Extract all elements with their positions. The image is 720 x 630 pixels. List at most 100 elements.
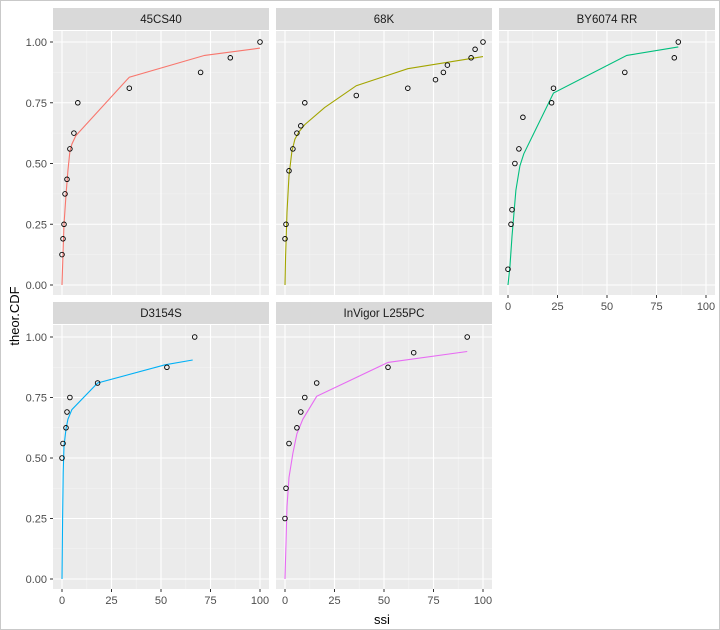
data-point bbox=[468, 55, 474, 61]
facet-panel: 68K bbox=[276, 8, 492, 295]
data-point bbox=[191, 334, 198, 340]
facet-panel: 45CS40 0.00 0.25 0.50 0.75 1.00 bbox=[26, 8, 269, 295]
facet-strip bbox=[53, 302, 269, 324]
cdf-fit-line bbox=[507, 46, 679, 286]
x-tick-label: 0 bbox=[59, 595, 65, 607]
facet-strip-label: D3154S bbox=[140, 308, 182, 320]
x-tick-label: 75 bbox=[650, 301, 662, 313]
x-tick-label: 50 bbox=[155, 595, 167, 607]
data-point bbox=[227, 55, 234, 61]
y-tick-label: 1.00 bbox=[26, 37, 47, 49]
facet-strip bbox=[53, 8, 269, 30]
data-point bbox=[294, 130, 300, 136]
y-tick-label: 1.00 bbox=[26, 332, 47, 344]
data-point bbox=[282, 515, 288, 522]
data-point bbox=[313, 380, 320, 386]
data-point bbox=[298, 409, 304, 415]
data-point bbox=[60, 236, 66, 242]
facet-strip bbox=[499, 8, 715, 30]
data-point bbox=[440, 69, 447, 76]
data-point bbox=[67, 146, 73, 152]
data-point bbox=[71, 130, 77, 136]
data-point bbox=[516, 146, 522, 152]
data-point bbox=[472, 46, 478, 53]
cdf-fit-line bbox=[284, 350, 468, 580]
data-point bbox=[60, 440, 66, 447]
data-point bbox=[405, 85, 411, 91]
data-point bbox=[622, 69, 628, 76]
data-point bbox=[509, 206, 515, 213]
x-tick-label: 25 bbox=[328, 595, 340, 607]
data-point bbox=[59, 455, 65, 461]
data-point bbox=[290, 146, 296, 152]
data-point bbox=[59, 251, 65, 258]
data-point bbox=[64, 176, 70, 183]
data-point bbox=[63, 425, 69, 431]
x-tick-label: 50 bbox=[378, 595, 390, 607]
data-point bbox=[550, 85, 557, 91]
facet-strip-label: 45CS40 bbox=[140, 14, 182, 26]
y-axis-title: theor.CDF bbox=[7, 286, 22, 345]
x-tick-label: 0 bbox=[505, 301, 511, 313]
data-point bbox=[75, 100, 81, 106]
data-point bbox=[548, 100, 555, 106]
x-tick-label: 75 bbox=[427, 595, 439, 607]
x-tick-label: 75 bbox=[204, 595, 216, 607]
y-tick-label: 0.75 bbox=[26, 393, 47, 405]
data-point bbox=[282, 236, 288, 242]
x-tick-label: 100 bbox=[697, 301, 715, 313]
data-point bbox=[94, 380, 101, 386]
cdf-fit-line bbox=[61, 359, 193, 580]
y-tick-label: 0.50 bbox=[26, 453, 47, 465]
data-point bbox=[444, 62, 451, 68]
y-tick-label: 0.75 bbox=[26, 98, 47, 110]
data-point bbox=[432, 76, 439, 83]
facet-strip bbox=[276, 8, 492, 30]
data-point bbox=[283, 221, 289, 228]
data-point bbox=[67, 394, 73, 401]
facet-strip-label: InVigor L255PC bbox=[344, 308, 425, 320]
facet-panel: BY6074 RR 0 25 50 75 100 bbox=[499, 8, 715, 313]
x-tick-label: 100 bbox=[251, 595, 269, 607]
data-point bbox=[294, 425, 300, 431]
data-point bbox=[302, 394, 308, 401]
facet-panel: D3154S 0.00 0.25 0.50 0.75 1.00 0 25 50 75 100 bbox=[26, 302, 269, 607]
data-point bbox=[671, 55, 678, 61]
data-point bbox=[385, 364, 391, 371]
data-point bbox=[464, 334, 470, 340]
data-point bbox=[520, 114, 526, 121]
data-point bbox=[61, 221, 67, 228]
data-point bbox=[302, 100, 308, 106]
x-tick-label: 25 bbox=[551, 301, 563, 313]
facet-strip-label: BY6074 RR bbox=[577, 14, 638, 26]
data-point bbox=[257, 39, 263, 45]
data-point bbox=[126, 85, 133, 91]
data-point bbox=[353, 92, 360, 99]
y-tick-label: 0.00 bbox=[26, 280, 47, 292]
facet-strip bbox=[276, 302, 492, 324]
data-point bbox=[64, 409, 70, 415]
facet-panel: InVigor L255PC 0 25 50 75 100 bbox=[276, 302, 492, 607]
x-axis-title: ssi bbox=[374, 612, 390, 627]
x-tick-label: 100 bbox=[474, 595, 492, 607]
data-point bbox=[675, 39, 682, 45]
data-point bbox=[286, 168, 292, 174]
data-point bbox=[62, 191, 68, 197]
data-point bbox=[164, 364, 170, 371]
y-tick-label: 0.00 bbox=[26, 574, 47, 586]
data-point bbox=[197, 69, 204, 76]
data-point bbox=[298, 123, 304, 129]
data-point bbox=[508, 221, 514, 228]
data-point bbox=[283, 485, 289, 492]
x-tick-label: 25 bbox=[105, 595, 117, 607]
data-point bbox=[410, 349, 417, 356]
y-tick-label: 0.25 bbox=[26, 514, 47, 526]
data-point bbox=[512, 160, 518, 167]
y-tick-label: 0.25 bbox=[26, 219, 47, 231]
facet-strip-label: 68K bbox=[374, 14, 395, 26]
data-point bbox=[505, 266, 511, 272]
data-point bbox=[480, 39, 486, 45]
x-tick-label: 50 bbox=[601, 301, 613, 313]
y-tick-label: 0.50 bbox=[26, 159, 47, 171]
